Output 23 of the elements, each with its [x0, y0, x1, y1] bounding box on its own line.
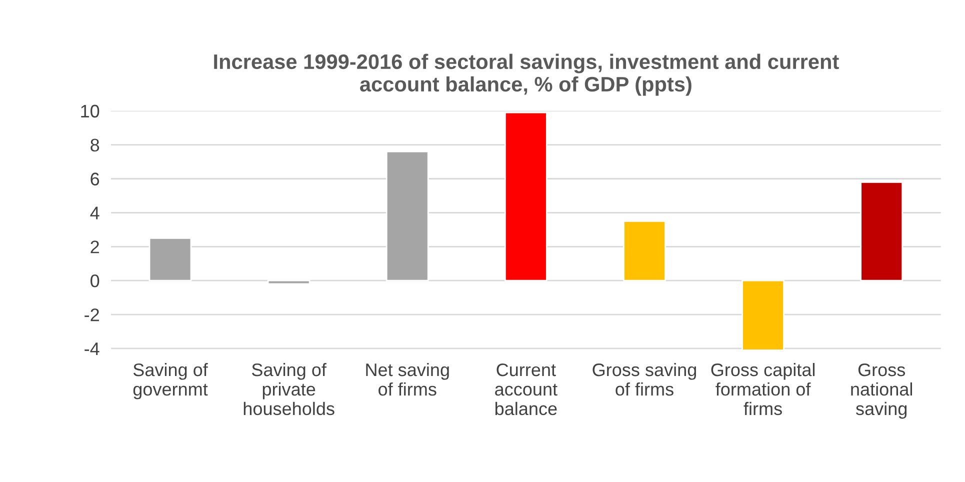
x-tick-label: Gross national saving [851, 363, 912, 419]
x-tick-label: Saving of private households [244, 362, 334, 416]
x-tick-label: Current account balance [495, 363, 558, 416]
y-tick-label: 2 [90, 240, 99, 254]
y-tick-label: -2 [84, 308, 99, 322]
y-tick-label: 4 [90, 206, 100, 220]
x-tick-label: Gross capital formation of firms [711, 362, 815, 416]
bar [386, 150, 429, 282]
bar [504, 112, 548, 282]
bar [742, 280, 784, 351]
y-tick-label: 0 [90, 274, 100, 288]
y-tick-label: 10 [81, 104, 100, 118]
bar [148, 237, 192, 282]
bar [623, 220, 666, 282]
y-tick-label: 8 [90, 138, 100, 152]
y-tick-label: 6 [90, 172, 100, 186]
x-tick-label: Gross saving of firms [592, 362, 696, 396]
y-tick-label: -4 [84, 342, 100, 356]
chart-title: Increase 1999-2016 of sectoral savings, investment and current account balance, % of GDP (ppts) [214, 54, 839, 96]
x-tick-label: Net saving of firms [366, 362, 449, 396]
bar [860, 181, 904, 282]
x-tick-label: Saving of governmt [133, 362, 208, 400]
bar [267, 280, 310, 285]
